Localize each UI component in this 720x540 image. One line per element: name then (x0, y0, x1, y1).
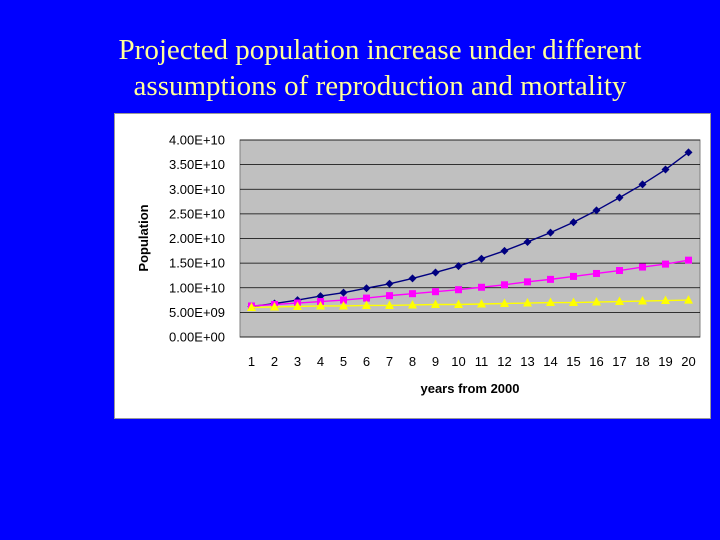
series-diamond (247, 148, 693, 311)
y-tick-label: 2.00E+10 (169, 231, 225, 246)
data-point-diamond (362, 284, 371, 293)
y-axis-title: Population (136, 204, 151, 271)
data-point-square (685, 256, 692, 264)
data-point-triangle (546, 297, 555, 307)
data-point-triangle (408, 299, 417, 309)
data-point-diamond (500, 246, 509, 255)
data-point-diamond (592, 206, 601, 215)
series-line (251, 259, 689, 307)
x-tick-label: 18 (635, 354, 649, 369)
data-point-diamond (638, 180, 647, 189)
y-tick-label: 4.00E+10 (169, 133, 225, 148)
data-point-diamond (339, 288, 348, 297)
y-tick-label: 2.50E+10 (169, 206, 225, 221)
data-point-square (478, 283, 485, 291)
data-point-square (501, 281, 508, 289)
y-tick-label: 1.50E+10 (169, 256, 225, 271)
data-point-square (340, 296, 347, 304)
data-point-diamond (615, 193, 624, 202)
x-tick-label: 11 (475, 354, 489, 369)
data-point-square (616, 267, 623, 275)
data-point-triangle (523, 298, 532, 307)
series-triangle (247, 295, 693, 311)
y-tick-label: 5.00E+09 (169, 305, 225, 320)
x-tick-label: 12 (497, 354, 511, 369)
data-point-triangle (270, 301, 279, 311)
x-tick-label: 20 (681, 354, 695, 369)
data-point-triangle (569, 297, 578, 307)
x-tick-label: 13 (520, 354, 534, 369)
data-point-triangle (661, 295, 670, 305)
x-tick-label: 5 (340, 354, 347, 369)
data-point-triangle (477, 299, 486, 308)
data-point-triangle (638, 296, 647, 305)
data-point-diamond (523, 237, 532, 246)
data-point-triangle (339, 300, 348, 310)
x-tick-label: 6 (363, 354, 370, 369)
data-point-diamond (431, 268, 440, 277)
data-point-square (386, 292, 393, 300)
data-point-square (524, 278, 531, 286)
data-point-diamond (569, 218, 578, 227)
data-point-square (409, 290, 416, 298)
series-line (251, 151, 689, 308)
data-point-diamond (385, 279, 394, 288)
data-point-triangle (293, 301, 302, 310)
data-point-square (570, 272, 577, 280)
data-point-diamond (546, 228, 555, 237)
data-point-triangle (454, 299, 463, 308)
data-point-triangle (615, 296, 624, 306)
y-tick-label: 3.00E+10 (169, 182, 225, 197)
x-tick-label: 15 (566, 354, 580, 369)
x-tick-label: 4 (317, 354, 324, 369)
slide-title: Projected population increase under diff… (0, 32, 720, 104)
series-line (251, 299, 689, 309)
x-axis-title: years from 2000 (420, 381, 519, 396)
x-tick-label: 9 (432, 354, 439, 369)
data-point-diamond (408, 274, 417, 283)
data-point-square (639, 263, 646, 271)
data-point-diamond (477, 254, 486, 263)
data-point-diamond (661, 165, 670, 174)
x-tick-label: 16 (589, 354, 603, 369)
x-tick-label: 8 (409, 354, 416, 369)
x-tick-label: 10 (451, 354, 465, 369)
y-tick-label: 0.00E+00 (169, 330, 225, 345)
y-tick-label: 3.50E+10 (169, 157, 225, 172)
slide-title-line-1: Projected population increase under diff… (118, 34, 642, 66)
data-point-triangle (684, 295, 693, 304)
y-tick-label: 1.00E+10 (169, 280, 225, 295)
data-point-diamond (454, 262, 463, 271)
x-tick-label: 14 (543, 354, 557, 369)
data-point-triangle (316, 300, 325, 310)
data-point-square (432, 288, 439, 296)
data-point-triangle (385, 300, 394, 309)
data-point-triangle (431, 299, 440, 308)
data-point-square (662, 260, 669, 268)
data-point-triangle (362, 300, 371, 309)
data-point-diamond (684, 148, 693, 157)
data-point-triangle (592, 297, 601, 306)
slide-title-line-2: assumptions of reproduction and mortalit… (133, 70, 627, 102)
data-point-triangle (500, 298, 509, 308)
x-tick-label: 19 (658, 354, 672, 369)
data-point-square (593, 269, 600, 277)
data-point-square (547, 275, 554, 283)
x-tick-label: 7 (386, 354, 393, 369)
x-tick-label: 17 (612, 354, 626, 369)
x-tick-label: 3 (294, 354, 301, 369)
x-tick-label: 1 (248, 354, 255, 369)
data-point-triangle (247, 302, 256, 311)
data-point-square (455, 286, 462, 294)
data-point-square (363, 294, 370, 302)
x-tick-label: 2 (271, 354, 278, 369)
